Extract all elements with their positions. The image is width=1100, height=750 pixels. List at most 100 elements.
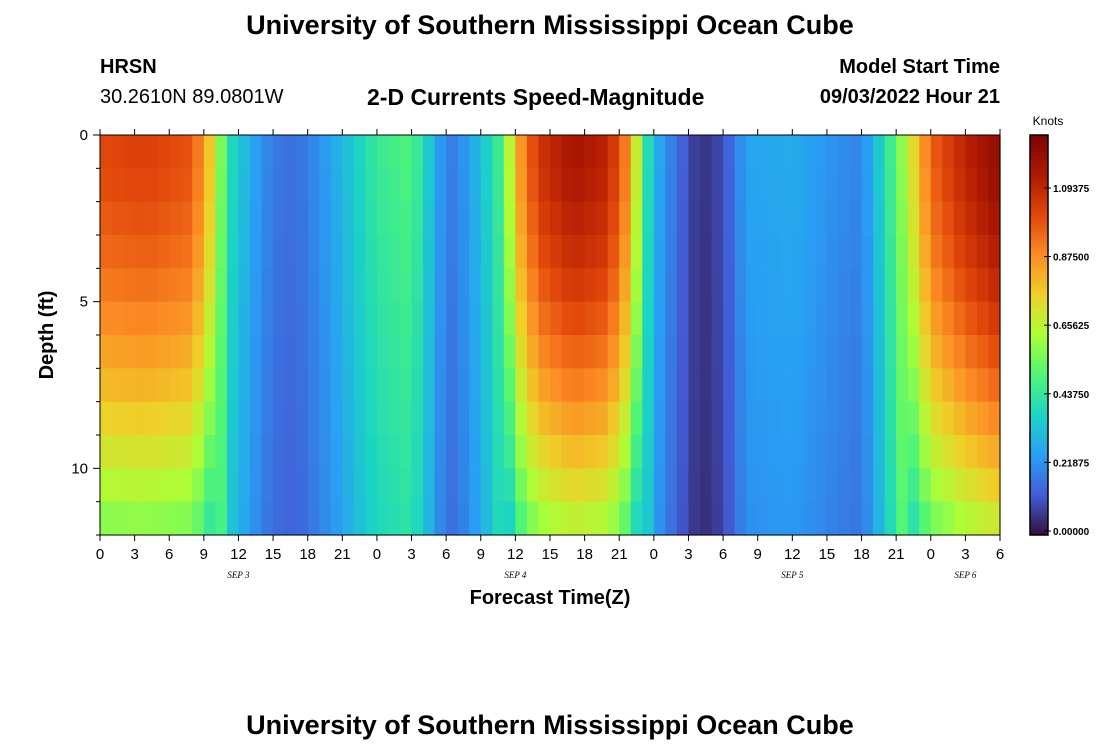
heatmap-cell [273, 401, 286, 436]
heatmap-cell [515, 268, 528, 303]
heatmap-cell [826, 368, 840, 403]
heatmap-cell [157, 468, 170, 503]
heatmap-cell [746, 201, 759, 236]
heatmap-cell [642, 435, 655, 469]
heatmap-cell [596, 235, 609, 269]
heatmap-cell [584, 468, 597, 503]
heatmap-cell [203, 268, 216, 303]
heatmap-cell [953, 268, 966, 303]
heatmap-cell [123, 501, 136, 536]
heatmap-cell [192, 435, 205, 469]
heatmap-cell [215, 401, 228, 436]
heatmap-cell [261, 335, 274, 369]
heatmap-cell [665, 401, 678, 436]
heatmap-cell [861, 401, 874, 436]
heatmap-cell [469, 501, 482, 536]
heatmap-cell [111, 268, 124, 303]
heatmap-cell [653, 468, 666, 503]
heatmap-cell [192, 335, 205, 369]
heatmap-cell [238, 135, 251, 169]
x-tick-label: 21 [611, 546, 628, 563]
heatmap-cell [723, 435, 736, 469]
heatmap-cell [538, 501, 551, 536]
heatmap-cell [261, 301, 274, 336]
heatmap-cell [711, 268, 724, 303]
heatmap-cell [480, 335, 493, 369]
heatmap-cell [688, 368, 701, 403]
x-tick-label: 9 [754, 546, 762, 563]
x-tick-label: 6 [719, 546, 727, 563]
heatmap-cell [307, 468, 320, 503]
heatmap-cell [838, 368, 851, 403]
heatmap-cell [665, 135, 678, 169]
heatmap-cell [965, 335, 978, 369]
heatmap-cell [307, 235, 320, 269]
heatmap-cell [123, 435, 136, 469]
heatmap-cell [296, 268, 309, 303]
heatmap-cell [515, 301, 528, 336]
heatmap-cell [711, 368, 724, 403]
heatmap-cell [111, 335, 124, 369]
heatmap-cell [180, 401, 193, 436]
heatmap-cell [503, 201, 516, 236]
heatmap-cell [296, 468, 309, 503]
heatmap-cell [261, 201, 274, 236]
heatmap-cell [319, 235, 332, 269]
heatmap-cell [607, 301, 620, 336]
heatmap-cell [642, 335, 655, 369]
heatmap-cell [746, 368, 759, 403]
heatmap-cell [226, 235, 240, 269]
heatmap-cell [180, 268, 193, 303]
heatmap-cell [976, 468, 990, 503]
heatmap-cell [250, 135, 263, 169]
heatmap-cell [700, 335, 713, 369]
heatmap-cell [319, 368, 332, 403]
heatmap-cell [607, 235, 620, 269]
heatmap-cell [965, 301, 978, 336]
heatmap-cell [757, 501, 770, 536]
heatmap-cell [884, 235, 897, 269]
heatmap-cell [526, 168, 540, 203]
heatmap-cell [261, 368, 274, 403]
heatmap-cell [146, 401, 159, 436]
heatmap-cell [365, 268, 378, 303]
heatmap-cell [180, 468, 193, 503]
heatmap-cell [757, 468, 770, 503]
heatmap-cell [469, 468, 482, 503]
heatmap-cell [203, 335, 216, 369]
heatmap-cell [653, 435, 666, 469]
heatmap-cell [157, 168, 170, 203]
heatmap-cell [746, 168, 759, 203]
x-tick-label: 21 [334, 546, 351, 563]
heatmap-cell [826, 501, 840, 536]
heatmap-cell [792, 335, 805, 369]
heatmap-cell [342, 501, 355, 536]
heatmap-cell [319, 468, 332, 503]
heatmap-cell [815, 301, 828, 336]
heatmap-cell [757, 235, 770, 269]
heatmap-cell [676, 368, 690, 403]
heatmap-cell [273, 368, 286, 403]
heatmap-cell [330, 401, 343, 436]
heatmap-cell [653, 501, 666, 536]
heatmap-cell [423, 135, 436, 169]
heatmap-cell [976, 268, 990, 303]
heatmap-cell [907, 468, 920, 503]
heatmap-cell [803, 135, 816, 169]
heatmap-cell [676, 135, 690, 169]
colorbar-gradient [1029, 134, 1049, 536]
heatmap-cell [503, 401, 516, 436]
heatmap-cell [780, 401, 793, 436]
heatmap-cell [503, 335, 516, 369]
heatmap-cell [907, 135, 920, 169]
heatmap-cell [307, 368, 320, 403]
heatmap-cell [688, 468, 701, 503]
heatmap-cell [607, 368, 620, 403]
heatmap-cell [273, 435, 286, 469]
heatmap-cell [273, 135, 286, 169]
heatmap-cell [561, 401, 574, 436]
heatmap-cell [480, 168, 493, 203]
heatmap-cell [584, 168, 597, 203]
heatmap-cell [400, 401, 413, 436]
heatmap-cell [434, 235, 447, 269]
